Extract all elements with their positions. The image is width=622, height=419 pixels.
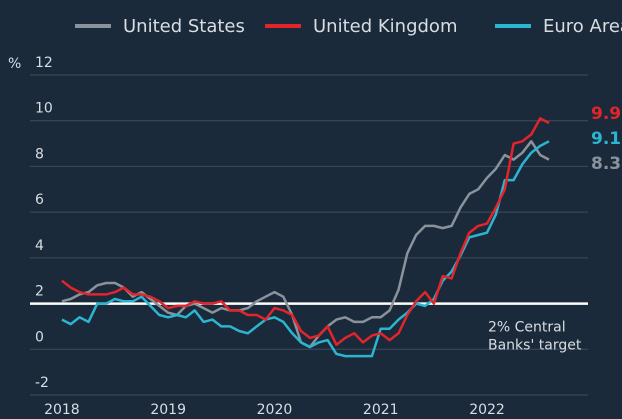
y-tick-label: 0	[35, 329, 44, 345]
series-line	[61, 140, 550, 349]
y-tick-label: 2	[35, 284, 44, 300]
legend-label: Euro Area	[543, 16, 622, 37]
end-label: 8.3	[591, 154, 621, 174]
end-label: 9.9	[591, 104, 621, 124]
series-line	[61, 117, 550, 346]
end-label: 9.1	[591, 129, 621, 149]
y-tick-label: 8	[35, 146, 44, 162]
x-tick-label: 2021	[363, 402, 399, 418]
x-tick-label: 2020	[257, 402, 293, 418]
y-tick-label: 10	[35, 101, 53, 117]
y-tick-label: 12	[35, 55, 53, 71]
target-label: Banks' target	[488, 338, 582, 354]
legend-label: United Kingdom	[313, 16, 457, 37]
legend-label: United States	[123, 16, 245, 37]
x-tick-label: 2018	[44, 402, 80, 418]
y-tick-label: 6	[35, 192, 44, 208]
y-tick-label: 4	[35, 238, 44, 254]
x-tick-label: 2022	[469, 402, 505, 418]
series-line	[61, 140, 550, 358]
y-axis-label: %	[8, 56, 21, 72]
y-tick-label: -2	[35, 375, 49, 391]
x-tick-label: 2019	[150, 402, 186, 418]
target-label: 2% Central	[488, 320, 566, 336]
